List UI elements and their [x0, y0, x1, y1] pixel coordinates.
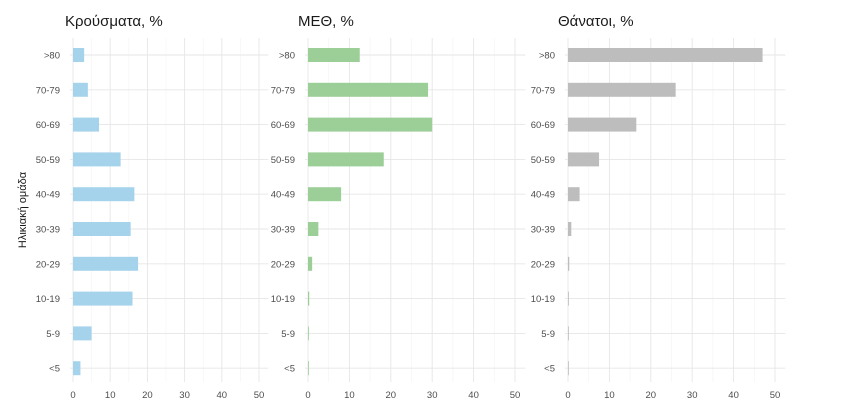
y-tick-label: <5	[284, 364, 295, 375]
bar-1-6	[308, 256, 313, 271]
y-tick-label: 20-29	[271, 259, 295, 270]
x-tick-label: 50	[510, 390, 521, 401]
y-tick-label: 60-69	[271, 120, 295, 131]
y-tick-label: 30-39	[531, 225, 555, 236]
y-tick-label: 30-39	[36, 225, 60, 236]
chart-panels: 0 10 20 30 40 50 >80 70-79 60-69 50-59 40-49 30-39 2…	[36, 13, 786, 401]
panel-1: 0 10 20 30 40 50 >80 70-79 60-69 50-59 40-49 30-39 2…	[271, 13, 526, 401]
x-tick-label: 20	[386, 390, 397, 401]
y-tick-label: 70-79	[531, 85, 555, 96]
y-tick-label: 50-59	[531, 155, 555, 166]
x-tick-label: 50	[770, 390, 781, 401]
y-tick-label: >80	[279, 51, 295, 62]
bar-2-0	[568, 48, 763, 62]
y-tick-label: 10-19	[36, 294, 60, 305]
bar-2-8	[568, 326, 569, 341]
y-tick-label: 5-9	[541, 329, 555, 340]
bar-2-9	[568, 361, 569, 376]
x-tick-label: 30	[179, 390, 190, 401]
panel-title: ΜΕΘ, %	[298, 13, 354, 30]
y-tick-label: 30-39	[271, 225, 295, 236]
x-tick-label: 0	[305, 390, 310, 401]
y-tick-label: 10-19	[531, 294, 555, 305]
y-tick-label: <5	[49, 364, 60, 375]
bar-1-5	[308, 222, 319, 236]
x-tick-label: 20	[142, 390, 153, 401]
bar-0-3	[73, 152, 121, 167]
y-tick-label: 20-29	[36, 259, 60, 270]
bar-2-1	[568, 82, 676, 97]
bar-2-7	[568, 291, 569, 306]
bar-2-2	[568, 117, 637, 132]
x-tick-label: 40	[468, 390, 479, 401]
bar-0-2	[73, 117, 100, 132]
bar-1-0	[308, 48, 360, 62]
x-tick-label: 10	[604, 390, 615, 401]
x-tick-label: 50	[254, 390, 265, 401]
bar-2-3	[568, 152, 600, 167]
y-tick-label: >80	[539, 51, 555, 62]
y-tick-label: 70-79	[271, 85, 295, 96]
y-tick-label: 60-69	[36, 120, 60, 131]
y-axis-label: Ηλικιακή ομάδα	[17, 171, 29, 248]
y-tick-label: <5	[544, 364, 555, 375]
bar-0-5	[73, 222, 131, 236]
bar-1-3	[308, 152, 384, 167]
bar-0-0	[73, 48, 85, 62]
bar-0-7	[73, 291, 133, 306]
y-tick-label: >80	[44, 51, 60, 62]
panel-title: Κρούσματα, %	[65, 13, 163, 30]
bar-0-1	[73, 82, 88, 97]
bar-0-8	[73, 326, 92, 341]
x-tick-label: 30	[687, 390, 698, 401]
y-tick-label: 40-49	[531, 190, 555, 201]
x-tick-label: 10	[344, 390, 355, 401]
bar-2-6	[568, 256, 570, 271]
y-tick-label: 40-49	[36, 190, 60, 201]
x-tick-label: 40	[217, 390, 228, 401]
y-tick-label: 5-9	[281, 329, 295, 340]
y-tick-label: 60-69	[531, 120, 555, 131]
bar-1-7	[308, 291, 310, 306]
y-tick-label: 40-49	[271, 190, 295, 201]
y-tick-label: 50-59	[271, 155, 295, 166]
panel-0: 0 10 20 30 40 50 >80 70-79 60-69 50-59 40-49 30-39 2…	[36, 13, 269, 401]
bar-0-6	[73, 256, 139, 271]
bar-1-4	[308, 187, 342, 202]
bar-1-9	[308, 361, 309, 376]
x-tick-label: 0	[70, 390, 75, 401]
y-tick-label: 50-59	[36, 155, 60, 166]
bar-1-8	[308, 326, 309, 341]
y-tick-label: 5-9	[46, 329, 60, 340]
bar-0-4	[73, 187, 135, 202]
y-tick-label: 70-79	[36, 85, 60, 96]
bar-2-4	[568, 187, 580, 202]
x-tick-label: 40	[728, 390, 739, 401]
bar-2-5	[568, 222, 572, 236]
x-tick-label: 10	[105, 390, 116, 401]
panel-title: Θάνατοι, %	[558, 13, 634, 30]
y-tick-label: 10-19	[271, 294, 295, 305]
panel-2: 0 10 20 30 40 50 >80 70-79 60-69 50-59 40-49 30-39 2…	[531, 13, 786, 401]
y-tick-label: 20-29	[531, 259, 555, 270]
bar-1-1	[308, 82, 429, 97]
bar-0-9	[73, 361, 81, 376]
bar-1-2	[308, 117, 433, 132]
x-tick-label: 0	[565, 390, 570, 401]
x-tick-label: 30	[427, 390, 438, 401]
x-tick-label: 20	[646, 390, 657, 401]
